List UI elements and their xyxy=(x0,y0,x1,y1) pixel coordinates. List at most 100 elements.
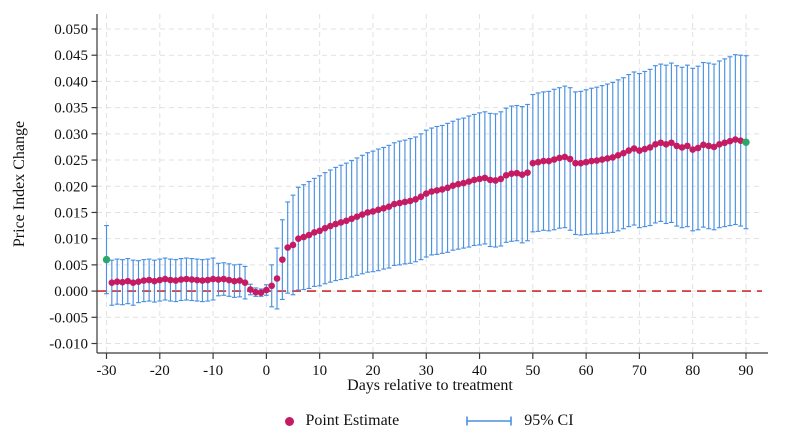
point-estimate-dot xyxy=(470,176,478,184)
point-estimate-dot xyxy=(609,154,617,161)
ci-marker-icon xyxy=(465,415,513,427)
point-estimate-dot xyxy=(359,211,366,218)
point-estimate-dot xyxy=(534,158,542,166)
point-estimate-dot xyxy=(119,278,126,286)
x-tick-label: 30 xyxy=(419,363,434,379)
point-estimate-dot xyxy=(646,144,654,151)
y-tick-label: 0.035 xyxy=(54,101,88,117)
point-estimate-dot xyxy=(231,277,238,285)
point-estimate-dot xyxy=(561,153,569,161)
point-estimate-dot xyxy=(215,276,222,283)
point-estimate-dot xyxy=(257,289,265,296)
point-estimate-dot xyxy=(396,199,403,207)
point-estimate-dot xyxy=(588,157,595,165)
x-tick-label: 60 xyxy=(579,363,594,379)
point-estimate-dot xyxy=(449,182,457,190)
point-estimate-dot xyxy=(625,147,633,154)
point-estimate-dot xyxy=(220,275,228,283)
point-estimate-dot xyxy=(316,227,323,235)
point-estimate-dot xyxy=(406,197,414,205)
point-estimate-dot xyxy=(550,156,558,163)
y-tick-label: 0.025 xyxy=(54,153,88,169)
point-estimate-dot xyxy=(343,217,350,225)
point-estimate-dot xyxy=(268,282,276,290)
endpoint-dot xyxy=(102,255,111,264)
point-estimate-dot xyxy=(726,137,734,145)
point-estimate-dot xyxy=(113,278,121,285)
point-estimate-dot xyxy=(716,141,723,148)
y-tick-label: 0.005 xyxy=(54,258,88,274)
point-estimate-dot xyxy=(694,144,702,152)
point-estimate-dot xyxy=(135,278,142,285)
point-estimate-dot xyxy=(332,220,339,228)
point-estimate-dot xyxy=(300,233,307,241)
x-tick-label: 0 xyxy=(263,363,271,379)
point-estimate-dot xyxy=(273,275,281,282)
point-estimate-dot xyxy=(167,276,174,284)
point-estimate-dot xyxy=(183,275,190,283)
point-estimate-dot xyxy=(327,222,334,230)
point-estimate-dot xyxy=(412,196,419,203)
point-estimate-dot xyxy=(705,142,712,150)
point-estimate-dot xyxy=(689,146,697,153)
point-estimate-dot xyxy=(417,193,425,201)
point-estimate-dot xyxy=(151,277,158,285)
point-estimate-dot xyxy=(263,286,270,294)
point-estimate-dot xyxy=(252,288,260,296)
x-tick-label: -10 xyxy=(203,363,223,379)
y-tick-label: 0.020 xyxy=(54,179,88,195)
y-axis-title: Price Index Change xyxy=(11,120,28,248)
point-estimate-dot xyxy=(577,159,585,167)
point-estimate-dot xyxy=(593,157,601,164)
point-estimate-dot xyxy=(401,198,409,206)
point-estimate-dot xyxy=(225,276,233,284)
point-estimate-dot xyxy=(241,279,249,286)
point-estimate-dot xyxy=(422,190,430,197)
point-estimate-dot xyxy=(652,141,659,148)
point-estimate-dot xyxy=(337,219,345,226)
point-estimate-dot xyxy=(172,277,180,284)
point-estimate-dot xyxy=(140,277,148,284)
point-estimate-dot xyxy=(636,147,643,154)
point-estimate-dot xyxy=(465,178,473,185)
point-estimate-dot xyxy=(444,184,451,192)
point-estimate-dot xyxy=(374,206,382,214)
point-estimate-dot xyxy=(433,187,441,194)
legend-item-point-estimate: Point Estimate xyxy=(285,412,399,430)
endpoint-dot xyxy=(742,138,750,146)
y-tick-label: 0.050 xyxy=(54,22,88,38)
point-estimate-dot xyxy=(598,156,606,163)
point-estimate-dot xyxy=(353,213,361,220)
point-estimate-dot xyxy=(604,155,611,162)
point-estimate-dot xyxy=(124,277,132,285)
point-estimate-dot xyxy=(428,188,435,195)
x-tick-label: 70 xyxy=(632,363,647,379)
point-estimate-dot xyxy=(129,279,137,286)
point-estimate-dot xyxy=(556,154,563,162)
point-estimate-dot xyxy=(700,141,707,149)
point-estimate-dot xyxy=(582,158,590,166)
point-estimate-dot xyxy=(289,241,297,249)
point-estimate-dot xyxy=(177,276,185,283)
point-estimate-dot xyxy=(540,157,547,165)
point-estimate-dot xyxy=(732,136,739,143)
point-estimate-dot xyxy=(209,275,217,283)
x-tick-label: -20 xyxy=(150,363,170,379)
point-estimate-dot xyxy=(630,145,638,152)
x-tick-label: 80 xyxy=(685,363,700,379)
point-estimate-marker-icon xyxy=(285,416,295,426)
point-estimate-dot xyxy=(145,276,153,284)
point-estimate-dot xyxy=(295,235,302,242)
point-estimate-dot xyxy=(620,149,627,157)
y-tick-label: 0.030 xyxy=(54,127,88,143)
point-estimate-dot xyxy=(460,179,467,187)
point-estimate-dot xyxy=(279,256,286,263)
y-tick-label: -0.010 xyxy=(49,337,88,353)
point-estimate-dot xyxy=(492,177,499,184)
point-estimate-dot xyxy=(193,276,201,284)
point-estimate-dot xyxy=(710,143,718,151)
point-estimate-dot xyxy=(721,139,728,147)
x-tick-label: -30 xyxy=(97,363,117,379)
point-estimate-dot xyxy=(545,157,553,165)
